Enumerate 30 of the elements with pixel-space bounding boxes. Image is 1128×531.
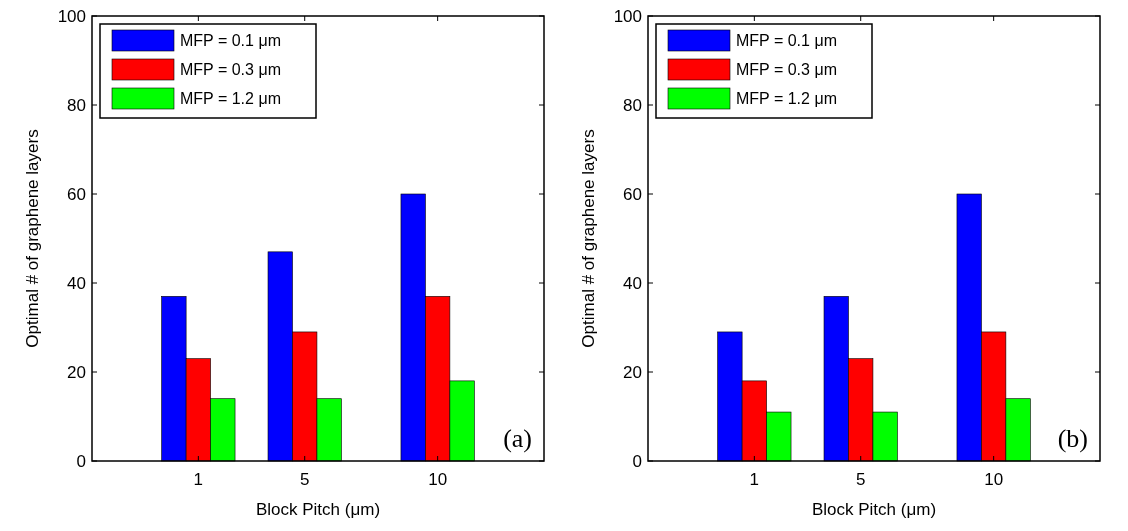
legend-label: MFP = 0.1 μm	[736, 32, 837, 50]
y-tick-label: 40	[67, 273, 86, 293]
y-tick-label: 100	[613, 6, 642, 26]
y-tick-label: 60	[623, 184, 642, 204]
x-tick-label: 1	[193, 470, 204, 489]
y-tick-label: 80	[623, 95, 642, 115]
x-axis-title: Block Pitch (μm)	[811, 500, 937, 519]
x-tick-label: 5	[855, 470, 866, 489]
x-tick-label: 10	[428, 470, 448, 489]
x-tick-label: 10	[984, 470, 1004, 489]
x-axis-title: Block Pitch (μm)	[255, 500, 381, 519]
y-tick-label: 0	[632, 451, 642, 471]
annotation: (a)	[503, 424, 532, 453]
legend-label: MFP = 0.3 μm	[736, 61, 837, 79]
legend-label: MFP = 0.3 μm	[180, 61, 281, 79]
y-tick-label: 20	[67, 362, 86, 382]
y-tick-label: 20	[623, 362, 642, 382]
x-tick-label: 1	[749, 470, 760, 489]
y-tick-label: 80	[67, 95, 86, 115]
y-tick-label: 0	[76, 451, 86, 471]
y-axis-title: Optimal # of graphene layers	[23, 129, 42, 348]
legend-label: MFP = 0.1 μm	[180, 32, 281, 50]
y-axis-title: Optimal # of graphene layers	[579, 129, 598, 348]
y-tick-label: 100	[57, 6, 86, 26]
y-tick-label: 60	[67, 184, 86, 204]
y-tick-label: 40	[623, 273, 642, 293]
x-tick-label: 5	[299, 470, 310, 489]
legend-label: MFP = 1.2 μm	[180, 90, 281, 108]
annotation: (b)	[1057, 424, 1088, 453]
legend-label: MFP = 1.2 μm	[736, 90, 837, 108]
